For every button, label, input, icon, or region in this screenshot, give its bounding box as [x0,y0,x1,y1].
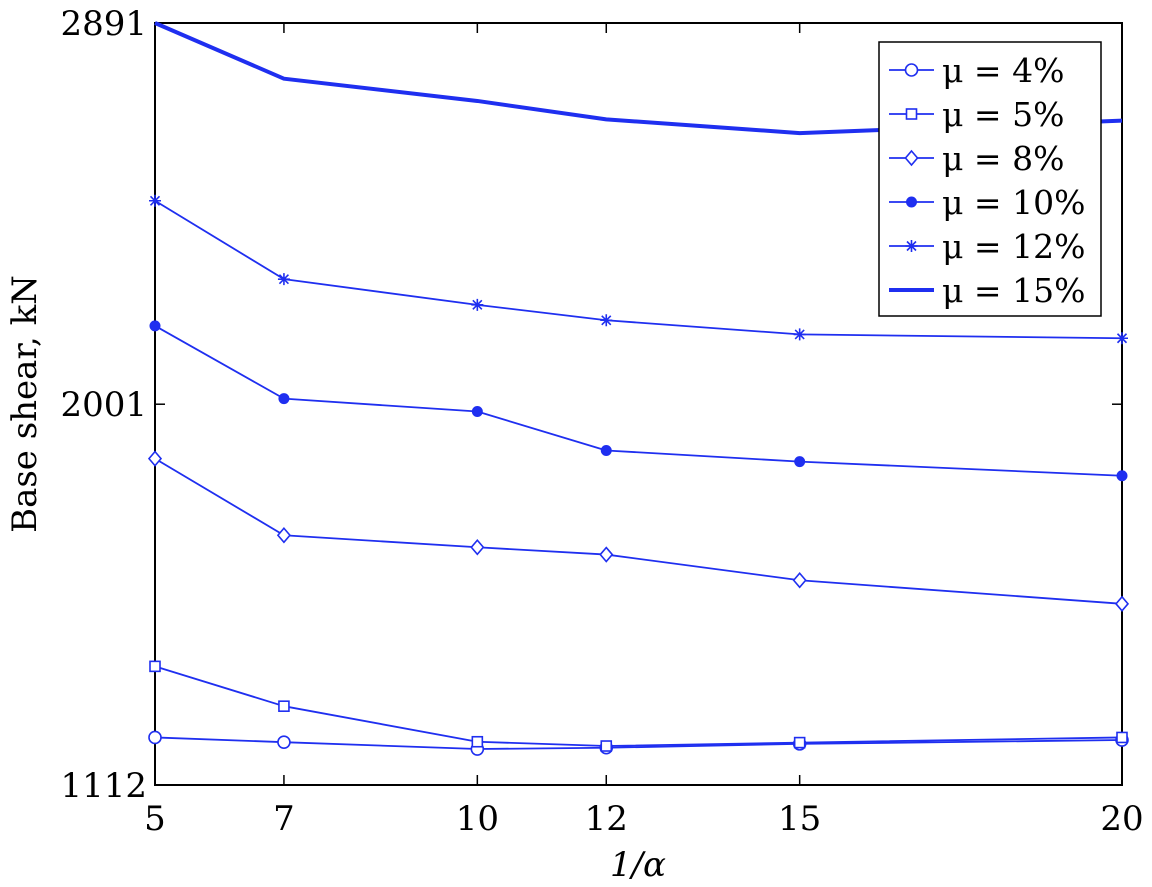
diamond-marker [1114,595,1130,613]
axis-ticks: 5 7 10 12 15 20 1112 2001 2891 [60,4,1143,839]
series-layer [147,21,1130,756]
dot-marker [278,393,290,405]
series-none [154,21,1123,136]
diamond-marker [470,539,485,556]
x-axis-label: 1/α [610,845,666,885]
x-tick-label: 12 [585,799,628,839]
series-line [154,457,1123,605]
diamond-marker [276,527,291,544]
circle-marker [148,730,162,745]
series-star [149,194,1128,345]
legend-entry: μ = 12% [889,227,1085,266]
x-tick-label: 5 [144,799,166,839]
square-marker [905,108,918,120]
legend-label: μ = 15% [942,271,1085,310]
square-marker [278,700,290,712]
series-line [154,665,1123,747]
star-marker [471,298,484,311]
circle-marker [277,735,291,749]
star-marker [149,194,161,207]
dot-marker [794,456,806,468]
legend-entry: μ = 5% [889,95,1064,134]
y-tick-label: 2891 [60,4,147,44]
series-square [149,660,1128,752]
square-marker [793,736,806,749]
y-tick-label: 1112 [60,766,147,806]
circle-marker [904,63,919,77]
diamond-marker [792,572,807,589]
dot-marker [906,196,917,208]
diamond-marker [147,450,163,467]
square-marker [600,740,613,752]
series-line [154,21,1123,136]
legend-label: μ = 8% [942,139,1064,178]
legend-label: μ = 10% [942,183,1085,222]
legend-label: μ = 5% [942,95,1064,134]
y-tick-label: 2001 [60,385,147,425]
legend-entry: μ = 8% [889,139,1064,178]
x-tick-label: 20 [1100,799,1143,839]
y-axis-label: Base shear, kN [5,275,45,533]
dot-marker [600,444,612,456]
square-marker [1116,731,1128,744]
legend-entry: μ = 10% [889,183,1085,222]
star-marker [905,240,918,252]
series-diamond [147,450,1130,613]
x-tick-label: 10 [456,799,499,839]
star-marker [277,273,290,286]
diamond-marker [599,546,614,563]
series-line [154,325,1123,477]
star-marker [1116,332,1128,345]
star-marker [600,314,613,327]
dot-marker [1116,470,1128,482]
legend-label: μ = 4% [942,51,1064,90]
dot-marker [149,320,161,332]
legend-label: μ = 12% [942,227,1085,266]
square-marker [149,660,161,673]
legend-entry: μ = 15% [889,271,1085,310]
series-line [154,736,1123,750]
star-marker [793,328,806,341]
diamond-marker [904,149,919,167]
dot-marker [471,405,483,417]
x-tick-label: 15 [778,799,821,839]
legend: μ = 4% μ = 5% μ = 8% μ = 10% μ = 12% μ = 15% [878,41,1102,317]
square-marker [471,735,484,748]
series-circle [148,730,1129,756]
x-tick-label: 7 [273,799,295,839]
legend-box [878,41,1102,317]
legend-entry: μ = 4% [889,51,1064,90]
series-dot [149,320,1128,482]
series-line [154,199,1123,340]
